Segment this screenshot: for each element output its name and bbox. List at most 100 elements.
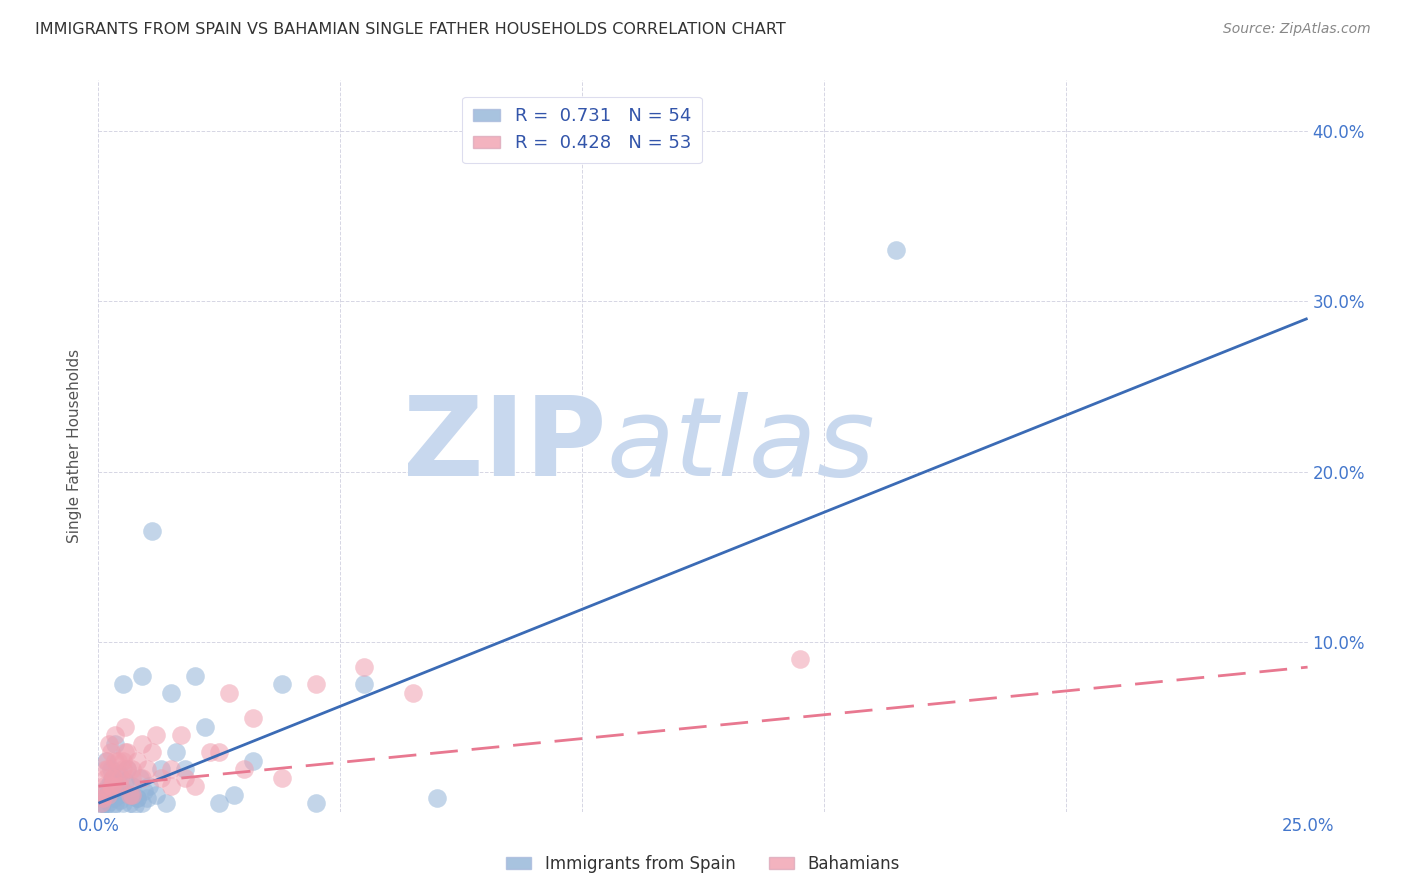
- Point: [160, 779, 183, 793]
- Point: [97, 779, 120, 793]
- Point: [111, 762, 134, 776]
- Point: [97, 788, 120, 802]
- Point: [124, 797, 146, 812]
- Point: [98, 795, 121, 809]
- Point: [107, 788, 129, 802]
- Legend: Immigrants from Spain, Bahamians: Immigrants from Spain, Bahamians: [499, 848, 907, 880]
- Point: [155, 796, 177, 810]
- Point: [141, 524, 163, 538]
- Point: [91, 796, 114, 810]
- Text: IMMIGRANTS FROM SPAIN VS BAHAMIAN SINGLE FATHER HOUSEHOLDS CORRELATION CHART: IMMIGRANTS FROM SPAIN VS BAHAMIAN SINGLE…: [35, 22, 786, 37]
- Point: [101, 771, 124, 785]
- Point: [105, 779, 128, 793]
- Point: [118, 788, 141, 802]
- Point: [886, 244, 908, 258]
- Point: [101, 771, 124, 785]
- Point: [114, 745, 136, 759]
- Point: [91, 788, 114, 802]
- Point: [98, 737, 121, 751]
- Point: [103, 791, 125, 805]
- Point: [174, 771, 197, 785]
- Point: [198, 745, 221, 759]
- Point: [141, 745, 163, 759]
- Point: [90, 796, 112, 810]
- Point: [232, 762, 254, 776]
- Point: [114, 720, 136, 734]
- Point: [104, 737, 127, 751]
- Point: [93, 784, 115, 798]
- Point: [94, 762, 117, 776]
- Point: [101, 799, 124, 814]
- Point: [94, 754, 117, 768]
- Point: [184, 779, 207, 793]
- Point: [104, 754, 127, 768]
- Point: [174, 762, 197, 776]
- Point: [127, 791, 149, 805]
- Point: [117, 745, 139, 759]
- Text: atlas: atlas: [606, 392, 875, 500]
- Point: [131, 771, 153, 785]
- Point: [135, 791, 157, 805]
- Point: [96, 788, 118, 802]
- Point: [91, 791, 114, 805]
- Point: [134, 784, 156, 798]
- Point: [184, 668, 207, 682]
- Text: Source: ZipAtlas.com: Source: ZipAtlas.com: [1223, 22, 1371, 37]
- Point: [150, 771, 173, 785]
- Point: [100, 779, 122, 793]
- Point: [135, 762, 157, 776]
- Point: [101, 771, 124, 785]
- Legend: R =  0.731   N = 54, R =  0.428   N = 53: R = 0.731 N = 54, R = 0.428 N = 53: [463, 96, 702, 163]
- Point: [107, 754, 129, 768]
- Point: [96, 754, 118, 768]
- Point: [117, 762, 139, 776]
- Point: [353, 660, 375, 674]
- Point: [121, 788, 143, 802]
- Point: [271, 771, 294, 785]
- Point: [108, 779, 131, 793]
- Point: [131, 796, 153, 810]
- Point: [100, 762, 122, 776]
- Point: [111, 782, 134, 797]
- Point: [114, 774, 136, 789]
- Point: [118, 796, 141, 810]
- Point: [90, 799, 112, 814]
- Point: [94, 771, 117, 785]
- Point: [121, 762, 143, 776]
- Point: [160, 686, 183, 700]
- Point: [93, 779, 115, 793]
- Point: [117, 762, 139, 776]
- Point: [111, 754, 134, 768]
- Point: [271, 677, 294, 691]
- Point: [145, 728, 167, 742]
- Point: [208, 796, 231, 810]
- Point: [121, 771, 143, 785]
- Point: [111, 677, 134, 691]
- Point: [305, 796, 328, 810]
- Point: [150, 762, 173, 776]
- Point: [97, 762, 120, 776]
- Point: [222, 788, 245, 802]
- Point: [242, 754, 264, 768]
- Point: [426, 791, 449, 805]
- Point: [111, 796, 134, 810]
- Point: [165, 745, 187, 759]
- Point: [121, 779, 143, 793]
- Point: [104, 728, 127, 742]
- Point: [242, 711, 264, 725]
- Point: [169, 728, 191, 742]
- Point: [127, 791, 149, 805]
- Point: [160, 762, 183, 776]
- Point: [353, 677, 375, 691]
- Text: ZIP: ZIP: [404, 392, 606, 500]
- Point: [101, 779, 124, 793]
- Point: [100, 745, 122, 759]
- Point: [138, 779, 160, 793]
- Point: [91, 791, 114, 805]
- Point: [107, 779, 129, 793]
- Point: [208, 745, 231, 759]
- Y-axis label: Single Father Households: Single Father Households: [67, 349, 83, 543]
- Point: [789, 651, 811, 665]
- Point: [107, 767, 129, 781]
- Point: [218, 686, 240, 700]
